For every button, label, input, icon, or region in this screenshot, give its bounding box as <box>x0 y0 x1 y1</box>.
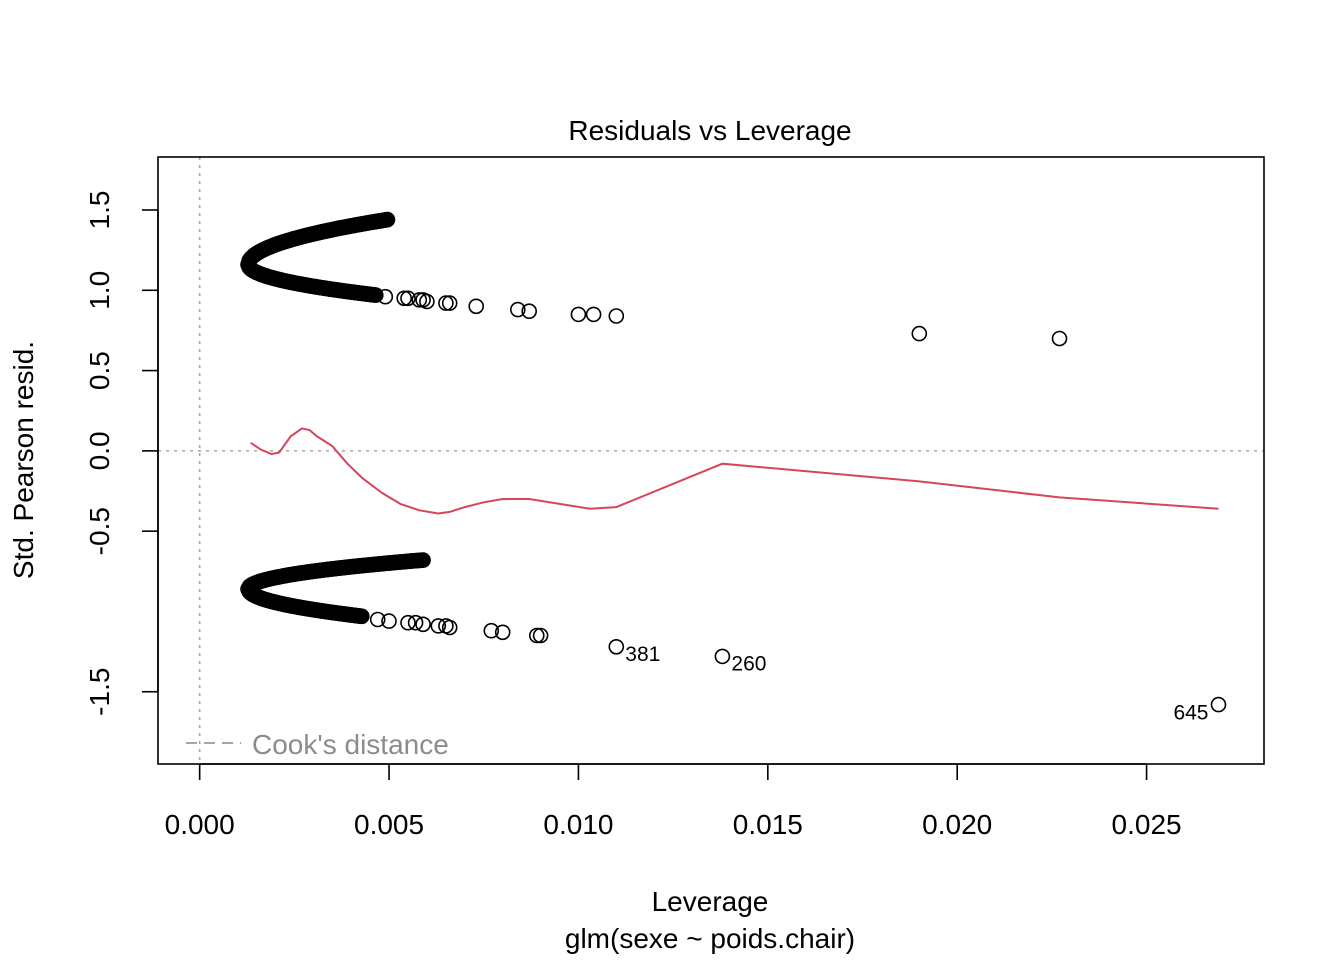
data-point <box>415 616 431 633</box>
y-tick-label: 0.0 <box>84 431 115 470</box>
data-point <box>400 614 416 631</box>
y-tick-label: 1.5 <box>84 191 115 230</box>
data-point <box>367 287 384 303</box>
legend-cooks-distance-label: Cook's distance <box>252 729 449 760</box>
data-point <box>438 295 454 311</box>
data-point <box>483 622 500 639</box>
data-point <box>911 325 928 342</box>
x-axis-title: Leverage <box>652 886 769 917</box>
point-labels-layer: 381 260 645 <box>625 643 1208 725</box>
data-point-645 <box>1210 696 1227 713</box>
y-tick-label: -1.5 <box>84 668 115 716</box>
data-point <box>521 303 538 320</box>
data-point <box>407 614 424 631</box>
data-point-381 <box>608 638 625 655</box>
data-point <box>415 552 431 568</box>
data-point <box>585 306 602 323</box>
data-point <box>400 290 416 307</box>
data-point <box>1051 330 1068 347</box>
data-point <box>532 627 549 644</box>
data-point <box>430 618 447 634</box>
chart-subtitle: glm(sexe ~ poids.chair) <box>565 923 855 954</box>
data-point <box>411 292 428 308</box>
data-point <box>381 613 397 629</box>
y-axis: -1.5 -0.5 0.0 0.5 1.0 1.5 <box>84 191 159 716</box>
data-point <box>494 624 511 641</box>
smooth-line <box>250 427 1219 515</box>
y-tick-label: 1.0 <box>84 271 115 310</box>
y-axis-title: Std. Pearson resid. <box>8 341 39 579</box>
data-point <box>396 290 413 307</box>
data-point <box>379 211 396 228</box>
chart-title: Residuals vs Leverage <box>568 115 851 146</box>
data-point <box>468 298 485 315</box>
x-tick-label: 0.010 <box>543 809 613 840</box>
scatter-points-layer <box>240 211 1227 713</box>
x-axis: 0.000 0.005 0.010 0.015 0.020 0.025 <box>165 763 1182 840</box>
reference-lines <box>158 157 1264 764</box>
data-point <box>377 288 394 305</box>
data-point <box>419 293 435 310</box>
data-point <box>608 308 625 324</box>
data-point <box>441 295 458 311</box>
x-tick-label: 0.005 <box>354 809 424 840</box>
data-point <box>509 301 526 318</box>
x-tick-label: 0.015 <box>733 809 803 840</box>
data-point <box>441 619 458 636</box>
y-tick-label: -0.5 <box>84 507 115 555</box>
smooth-line-layer <box>250 427 1219 515</box>
x-tick-label: 0.000 <box>165 809 235 840</box>
y-tick-label: 0.5 <box>84 351 115 390</box>
x-tick-label: 0.020 <box>922 809 992 840</box>
data-point <box>570 306 587 323</box>
data-point <box>353 608 370 625</box>
data-point <box>369 611 386 628</box>
data-point-260 <box>714 648 731 665</box>
x-tick-label: 0.025 <box>1112 809 1182 840</box>
legend: Cook's distance <box>186 729 449 760</box>
point-label-645: 645 <box>1173 702 1208 725</box>
point-label-381: 381 <box>625 643 660 666</box>
point-label-260: 260 <box>731 652 766 675</box>
data-point <box>528 627 545 644</box>
